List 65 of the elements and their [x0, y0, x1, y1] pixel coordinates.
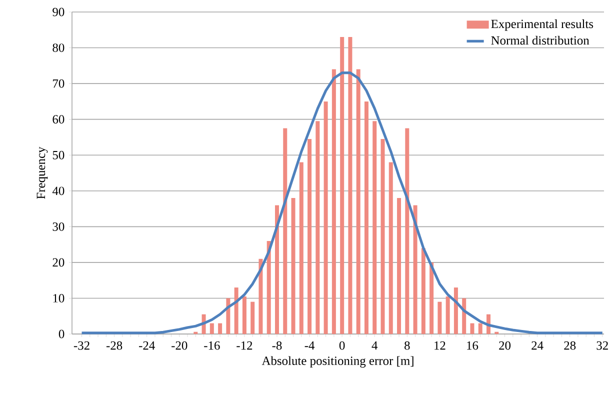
bar: [388, 162, 393, 334]
bar: [291, 198, 296, 334]
bar: [421, 248, 426, 334]
bar: [258, 258, 263, 334]
bar: [242, 296, 246, 334]
bar: [210, 323, 214, 334]
y-tick-label: 50: [52, 150, 64, 160]
bar: [446, 296, 450, 334]
x-tick-label: -8: [272, 341, 282, 350]
bar: [348, 37, 352, 334]
y-tick-label: 90: [52, 8, 64, 16]
bar: [356, 69, 360, 334]
bar: [308, 139, 312, 334]
x-tick-label: 12: [434, 341, 446, 350]
y-tick-label: 70: [53, 79, 64, 88]
bar: [266, 240, 271, 334]
x-tick-label: 24: [532, 341, 544, 350]
bar: [316, 121, 320, 334]
y-axis-title: Frequency: [36, 146, 48, 199]
bar: [234, 287, 238, 334]
bar: [380, 139, 385, 334]
bar: [462, 298, 466, 334]
x-tick-label: -16: [204, 341, 220, 350]
x-tick-label: 16: [467, 341, 478, 350]
x-tick-label: -12: [236, 341, 252, 350]
bar: [438, 302, 442, 334]
bar: [332, 69, 336, 334]
x-tick-label: 32: [596, 341, 608, 350]
x-tick-label: -24: [139, 341, 155, 350]
bar: [218, 323, 222, 334]
bar: [324, 101, 328, 334]
bar: [372, 121, 377, 334]
bar: [250, 302, 255, 334]
bar: [397, 198, 402, 334]
legend-label: Normal distribution: [491, 36, 590, 45]
y-tick-label: 10: [53, 294, 64, 302]
bar: [478, 323, 482, 334]
bar: [299, 162, 304, 334]
bar: [413, 205, 418, 334]
x-tick-label: -20: [172, 341, 188, 350]
x-tick-label: 28: [564, 341, 576, 350]
bar: [274, 205, 279, 334]
y-tick-label: 40: [52, 186, 64, 196]
y-tick-label: 20: [52, 258, 64, 267]
bar: [364, 101, 368, 334]
bar: [454, 287, 458, 334]
x-tick-label: -28: [106, 341, 122, 350]
bar: [430, 262, 434, 334]
x-tick-label: -32: [74, 341, 90, 350]
y-tick-label: 80: [52, 44, 64, 52]
x-tick-label: 4: [372, 341, 378, 350]
x-tick-label: 20: [499, 341, 511, 350]
bar: [340, 37, 344, 334]
bar: [470, 323, 474, 334]
y-tick-label: 30: [52, 222, 64, 231]
legend-label: Experimental results: [491, 19, 594, 31]
y-tick-label: 0: [58, 330, 64, 338]
bar: [283, 128, 288, 334]
x-axis-title: Absolute positioning error [m]: [262, 356, 414, 368]
bar: [226, 298, 230, 334]
x-tick-label: 8: [404, 341, 410, 350]
y-tick-label: 60: [52, 115, 64, 124]
x-tick-label: -4: [304, 341, 315, 350]
x-tick-label: 0: [339, 341, 345, 350]
bar: [405, 128, 410, 334]
